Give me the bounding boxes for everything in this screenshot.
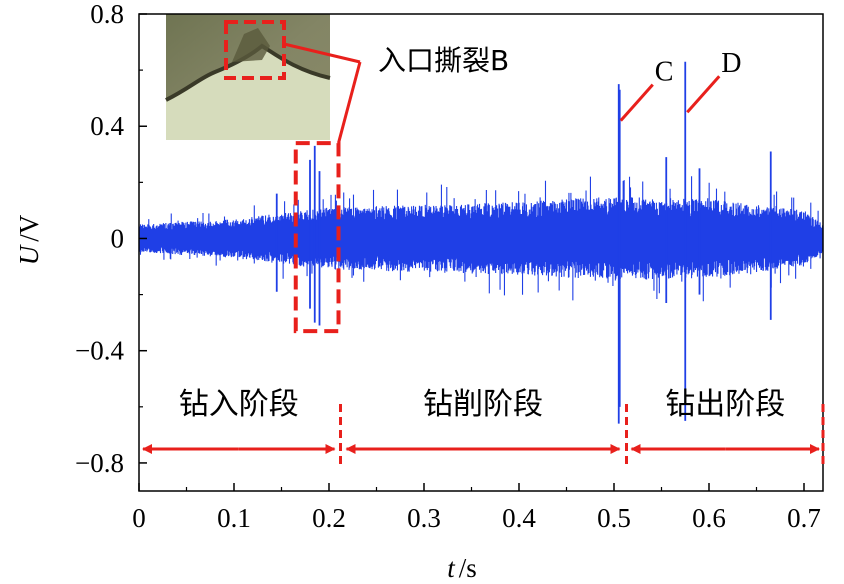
x-tick-label: 0.2 <box>312 503 346 533</box>
annotation-pointer-d <box>686 75 721 114</box>
x-tick-label: 0.7 <box>787 503 821 533</box>
x-tick-label: 0 <box>132 503 146 533</box>
x-tick-label: 0.1 <box>217 503 251 533</box>
annotation-label-d: D <box>721 48 741 79</box>
annotation-label-c: C <box>655 57 674 88</box>
y-tick-label: −0.8 <box>75 448 124 478</box>
y-tick-label: 0 <box>111 223 125 253</box>
stage-label: 钻出阶段 <box>665 387 785 422</box>
stage-label: 钻入阶段 <box>179 387 299 422</box>
signal-waveform <box>139 176 823 302</box>
axes: 0 0.1 0.2 0.3 0.4 0.5 0.6 0.7 0.8 0.4 0 −0.4 −0.8 <box>75 0 821 533</box>
leader-line <box>337 61 362 144</box>
x-tick-label: 0.4 <box>502 503 536 533</box>
annotation-layer: 入口撕裂B C D <box>283 42 741 334</box>
inset-photo <box>165 14 331 140</box>
x-tick-label: 0.6 <box>692 503 726 533</box>
annotation-pointer-c <box>619 83 654 122</box>
annotation-box-b <box>293 141 341 334</box>
plot-frame <box>138 13 824 492</box>
y-tick-label: −0.4 <box>75 336 124 366</box>
x-axis-label: t/s <box>447 553 477 583</box>
annotation-label-b: 入口撕裂B <box>378 44 509 77</box>
x-tick-label: 0.5 <box>597 503 631 533</box>
y-tick-label: 0.8 <box>90 0 124 29</box>
y-axis-label: U/V <box>14 214 44 265</box>
stage-markers: 钻入阶段 钻削阶段 钻出阶段 <box>142 387 825 466</box>
y-tick-label: 0.4 <box>90 111 124 141</box>
signal-trace <box>139 61 823 424</box>
leader-line <box>283 42 361 64</box>
stage-label: 钻削阶段 <box>423 387 543 422</box>
x-tick-label: 0.3 <box>407 503 441 533</box>
